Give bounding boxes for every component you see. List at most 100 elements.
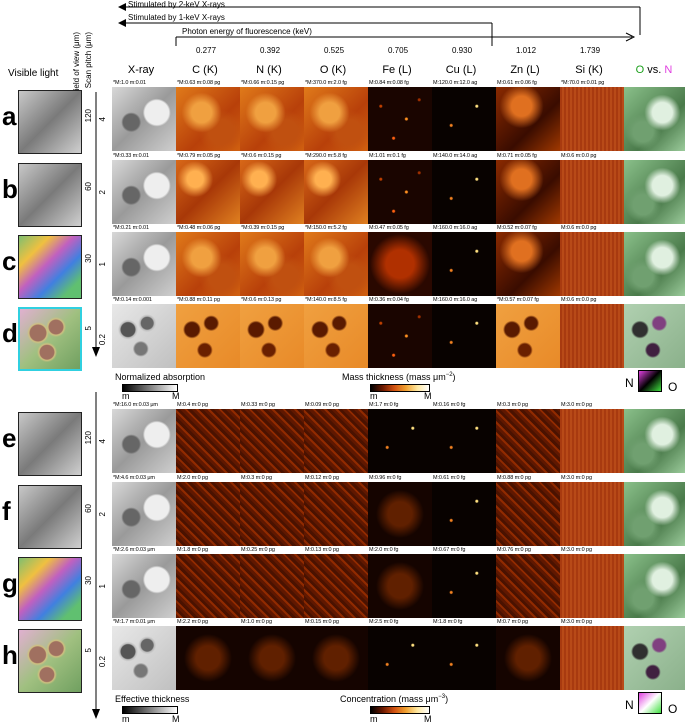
element-map bbox=[368, 409, 432, 473]
element-map bbox=[304, 482, 368, 546]
row-letter: f bbox=[2, 496, 11, 526]
legend-o: O bbox=[668, 380, 678, 394]
element-map bbox=[496, 482, 560, 546]
column-header: C (K) bbox=[192, 64, 218, 76]
element-map bbox=[432, 554, 496, 618]
element-map bbox=[432, 232, 496, 296]
visible-light-image bbox=[18, 163, 82, 227]
element-map bbox=[240, 87, 304, 151]
energy-tick: 1.012 bbox=[516, 46, 537, 55]
element-map bbox=[560, 554, 624, 618]
element-map bbox=[368, 626, 432, 690]
o-vs-n-header: O vs. N bbox=[635, 64, 673, 76]
xray-map bbox=[112, 160, 176, 224]
o-vs-n-overlay bbox=[624, 87, 685, 151]
mass-colorbar bbox=[370, 384, 430, 392]
panel-caption: M:0.33 m:0 pg bbox=[241, 402, 275, 408]
panel-caption: *M:290.0 m:5.8 fg bbox=[305, 153, 347, 159]
column-header: Cu (L) bbox=[445, 64, 477, 76]
xray-map bbox=[112, 554, 176, 618]
element-map bbox=[496, 160, 560, 224]
stim-2kev-label: Stimulated by 2-keV X-rays bbox=[128, 0, 225, 9]
panel-caption: *M:0.88 m:0.11 pg bbox=[177, 297, 220, 303]
element-map bbox=[304, 554, 368, 618]
xray-map bbox=[112, 482, 176, 546]
element-map bbox=[240, 409, 304, 473]
panel-caption: M:120.0 m:12.0 ag bbox=[433, 80, 478, 86]
panel-caption: *M:0.6 m:0.13 pg bbox=[241, 297, 282, 303]
mass-legend-title: Mass thickness (mass μm−2) bbox=[342, 372, 456, 382]
panel-caption: M:2.2 m:0 pg bbox=[177, 619, 208, 625]
legend-min: m bbox=[370, 714, 378, 724]
element-map bbox=[368, 160, 432, 224]
panel-caption: M:0.6 m:0.0 pg bbox=[561, 225, 597, 231]
element-map bbox=[304, 232, 368, 296]
pitch-axis-label: Scan pitch (μm) bbox=[84, 32, 93, 89]
panel-caption: M:1.8 m:0 fg bbox=[433, 619, 463, 625]
row-letter: c bbox=[2, 246, 17, 276]
element-map bbox=[432, 87, 496, 151]
panel-caption: M:0.88 m:0 pg bbox=[497, 475, 531, 481]
column-header: Zn (L) bbox=[510, 64, 540, 76]
pitch-value: 1 bbox=[98, 584, 107, 589]
panel-caption: M:0.6 m:0.0 pg bbox=[561, 153, 597, 159]
element-map bbox=[240, 482, 304, 546]
panel-caption: M:3.0 m:0 pg bbox=[561, 619, 592, 625]
conc-legend-title: Concentration (mass μm−3) bbox=[340, 694, 449, 704]
column-header: Fe (L) bbox=[382, 64, 412, 76]
legend-max: M bbox=[172, 714, 180, 724]
visible-light-image bbox=[18, 307, 82, 371]
o-vs-n-overlay bbox=[624, 304, 685, 368]
fov-value: 5 bbox=[84, 326, 93, 331]
element-map bbox=[240, 304, 304, 368]
element-map bbox=[432, 482, 496, 546]
panel-caption: *M:0.6 m:0.15 pg bbox=[241, 153, 282, 159]
panel-caption: M:160.0 m:16.0 ag bbox=[433, 297, 478, 303]
element-map bbox=[176, 304, 240, 368]
panel-caption: M:1.8 m:0 pg bbox=[177, 547, 208, 553]
panel-caption: *M:0.21 m:0.01 bbox=[113, 225, 149, 231]
energy-tick: 0.277 bbox=[196, 46, 217, 55]
panel-caption: M:2.5 m:0 fg bbox=[369, 619, 399, 625]
energy-tick: 0.930 bbox=[452, 46, 473, 55]
panel-caption: M:3.0 m:0 pg bbox=[561, 547, 592, 553]
element-map bbox=[368, 482, 432, 546]
o-vs-n-overlay bbox=[624, 232, 685, 296]
element-map bbox=[368, 554, 432, 618]
element-map bbox=[560, 626, 624, 690]
element-map bbox=[496, 87, 560, 151]
element-map bbox=[176, 626, 240, 690]
panel-caption: M:0.6 m:0.0 pg bbox=[561, 297, 597, 303]
element-map bbox=[240, 160, 304, 224]
fov-value: 30 bbox=[84, 576, 93, 585]
panel-caption: M:0.4 m:0 pg bbox=[177, 402, 208, 408]
legend-n: N bbox=[625, 698, 634, 712]
panel-caption: M:0.76 m:0 pg bbox=[497, 547, 531, 553]
element-map bbox=[304, 409, 368, 473]
energy-arrows bbox=[118, 3, 641, 46]
panel-caption: *M:140.0 m:8.5 fg bbox=[305, 297, 347, 303]
element-map bbox=[176, 87, 240, 151]
element-map bbox=[496, 409, 560, 473]
fov-value: 30 bbox=[84, 254, 93, 263]
panel-caption: *M:0.57 m:0.07 fg bbox=[497, 297, 539, 303]
element-map bbox=[176, 409, 240, 473]
visible-light-image bbox=[18, 235, 82, 299]
element-map bbox=[496, 626, 560, 690]
energy-tick: 0.525 bbox=[324, 46, 345, 55]
stim-1kev-label: Stimulated by 1-keV X-rays bbox=[128, 13, 225, 22]
pitch-value: 4 bbox=[98, 439, 107, 444]
panel-caption: M:0.96 m:0 fg bbox=[369, 475, 402, 481]
panel-caption: M:2.0 m:0 pg bbox=[177, 475, 208, 481]
panel-caption: M:0.16 m:0 fg bbox=[433, 402, 466, 408]
panel-caption: *M:0.79 m:0.05 pg bbox=[177, 153, 221, 159]
scale-arrow bbox=[92, 92, 100, 719]
fov-axis-label: Field of view (μm) bbox=[72, 32, 81, 96]
element-map bbox=[304, 87, 368, 151]
visible-light-image bbox=[18, 412, 82, 476]
element-map bbox=[432, 160, 496, 224]
panel-caption: M:2.0 m:0 fg bbox=[369, 547, 399, 553]
element-map bbox=[560, 482, 624, 546]
element-map bbox=[176, 232, 240, 296]
legend-max: M bbox=[172, 391, 180, 401]
